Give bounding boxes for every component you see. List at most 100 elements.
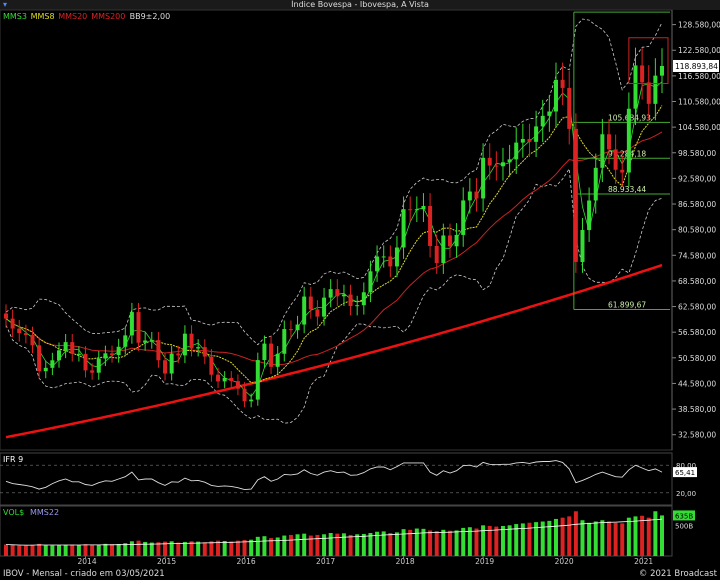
candle xyxy=(580,217,585,273)
x-tick-label: 2016 xyxy=(237,557,256,566)
last-price-label: 118.893,84 xyxy=(675,62,718,71)
volume-bar xyxy=(249,539,254,556)
candle xyxy=(275,346,280,375)
candle-body xyxy=(606,134,611,150)
candle-body xyxy=(527,138,532,142)
volume-bar xyxy=(110,544,115,556)
volume-ma-value-label: 500B xyxy=(675,522,693,530)
volume-bar xyxy=(500,525,505,556)
y-tick-label: 104.580,00 xyxy=(678,123,720,132)
candle-body xyxy=(421,206,426,210)
volume-bar xyxy=(262,536,267,556)
volume-value-box xyxy=(673,510,695,521)
candle-body xyxy=(163,360,168,374)
candle-body xyxy=(348,294,353,306)
volume-bar xyxy=(348,534,353,556)
candle xyxy=(467,178,472,214)
candle xyxy=(30,326,35,354)
volume-bar xyxy=(209,541,214,556)
candle-body xyxy=(500,162,505,167)
candle xyxy=(434,234,439,274)
volume-bar xyxy=(4,544,8,556)
price-panel: 32.580,00 38.580,00 44.580,00 50.580,00 56.5… xyxy=(0,9,720,566)
candle-body xyxy=(229,377,234,382)
volume-bar xyxy=(189,541,194,556)
volume-bar xyxy=(163,541,168,556)
volume-bar xyxy=(229,541,234,556)
bollinger-lower xyxy=(5,167,663,424)
candle-body xyxy=(375,256,380,272)
candle xyxy=(620,155,625,187)
volume-bar xyxy=(176,542,181,556)
candle-body xyxy=(401,209,406,248)
candle-body xyxy=(540,115,545,127)
y-tick-label: 122.580,00 xyxy=(678,46,720,55)
candle-body xyxy=(408,209,413,211)
volume-bar xyxy=(335,533,340,556)
volume-bar xyxy=(328,533,333,556)
candle xyxy=(355,295,360,316)
candle xyxy=(421,193,426,222)
candle xyxy=(613,134,618,184)
y-tick-label: 110.580,00 xyxy=(678,98,720,107)
candle xyxy=(428,193,433,258)
candle-body xyxy=(646,82,651,104)
volume-bar xyxy=(315,534,320,556)
volume-bar xyxy=(547,520,552,556)
volume-bar xyxy=(295,534,300,556)
y-tick-label: 98.580,00 xyxy=(678,149,716,158)
candle xyxy=(189,325,194,357)
candle xyxy=(494,151,499,181)
candle xyxy=(481,143,486,212)
volume-bar xyxy=(149,542,154,556)
candle-body xyxy=(262,343,267,361)
candle xyxy=(335,279,340,306)
volume-bar xyxy=(143,541,148,556)
candle-body xyxy=(653,75,658,104)
candle xyxy=(388,245,393,278)
candle-body xyxy=(394,247,399,267)
volume-bar xyxy=(567,516,572,556)
candle-body xyxy=(269,343,274,367)
candle xyxy=(646,65,651,121)
volume-bar xyxy=(620,523,625,556)
footer-left-text: IBOV - Mensal - criado em 03/05/2021 xyxy=(3,569,165,579)
candle xyxy=(123,327,128,355)
candle-body xyxy=(4,313,8,319)
volume-bar xyxy=(633,516,638,556)
y-tick-label: 68.580,00 xyxy=(678,277,716,286)
volume-bar xyxy=(169,541,174,556)
candle xyxy=(209,348,214,382)
candle xyxy=(76,346,81,362)
candle-body xyxy=(216,374,221,382)
candle-body xyxy=(149,340,154,342)
candle xyxy=(235,374,240,396)
y-tick-label: 50.580,00 xyxy=(678,354,716,363)
candle xyxy=(110,345,115,363)
candle xyxy=(361,282,366,315)
candle xyxy=(547,95,552,132)
chevron-down-icon[interactable]: ▾ xyxy=(3,0,8,9)
volume-bar xyxy=(527,522,532,556)
candle xyxy=(288,320,293,339)
candle-body xyxy=(355,305,360,307)
candle-body xyxy=(487,157,492,166)
window-title: Índice Bovespa - Ibovespa, A Vista xyxy=(291,0,429,9)
candle-body xyxy=(235,381,240,389)
volume-bar xyxy=(600,520,605,556)
volume-bar xyxy=(103,543,108,556)
y-tick-label: 86.580,00 xyxy=(678,200,716,209)
volume-bar xyxy=(540,521,545,556)
volume-bar xyxy=(275,537,280,556)
volume-bar xyxy=(76,545,81,556)
volume-bar xyxy=(63,544,68,556)
candle-body xyxy=(335,289,340,297)
rsi-value-box xyxy=(673,467,697,478)
candle-body xyxy=(222,377,227,382)
candle-body xyxy=(282,329,287,354)
volume-bar xyxy=(235,540,240,556)
candle xyxy=(461,187,466,247)
candle-body xyxy=(255,360,260,400)
legend-item: MMS8 xyxy=(31,12,55,21)
